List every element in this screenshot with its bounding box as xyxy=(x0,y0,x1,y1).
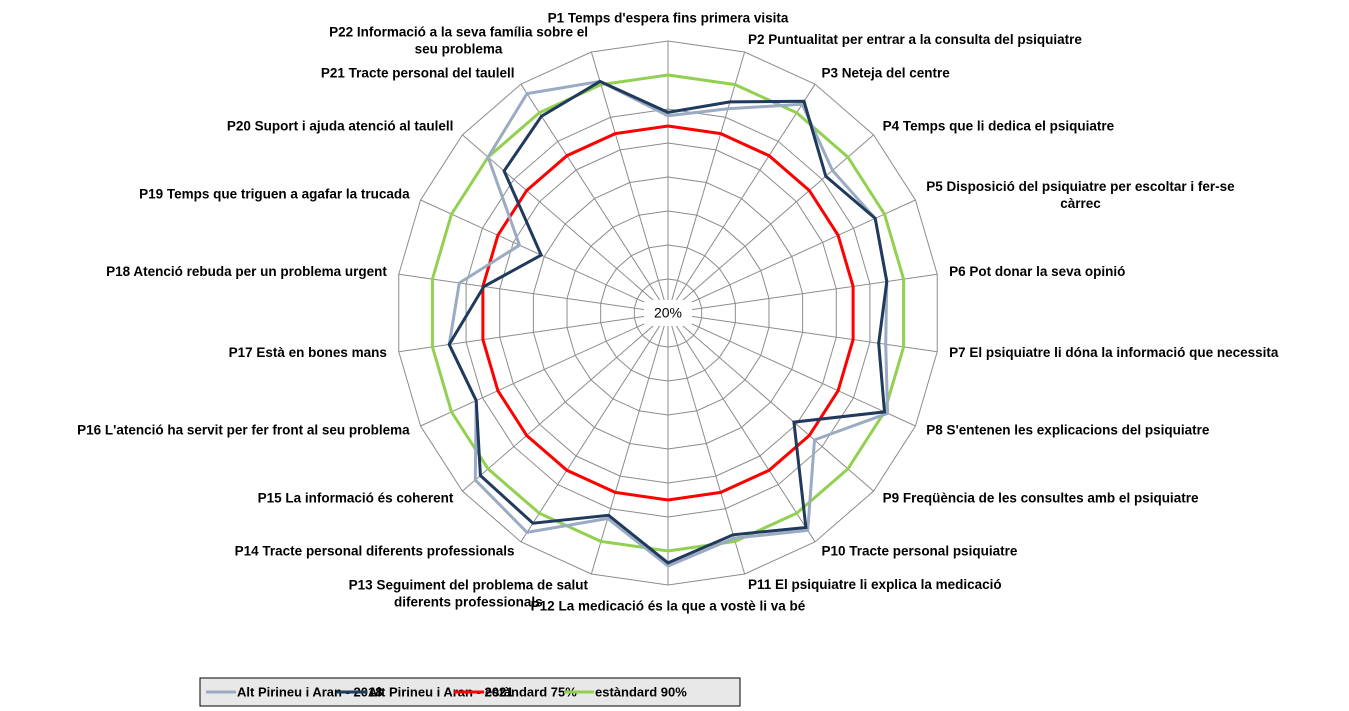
category-label: P1 Temps d'espera fins primera visita xyxy=(548,11,789,26)
category-label: P13 Seguiment del problema de salut difer… xyxy=(349,577,589,609)
category-label: P17 Està en bones mans xyxy=(229,345,387,360)
legend-label: Alt Pirineu i Aran - 2021 xyxy=(368,684,513,699)
category-label: P5 Disposició del psiquiatre per escolta… xyxy=(926,179,1235,211)
series-line xyxy=(447,79,889,565)
category-label: P8 S'entenen les explicacions del psiqui… xyxy=(926,423,1210,438)
tick-label: 20% xyxy=(654,305,682,321)
series-line xyxy=(430,73,906,553)
category-label: P3 Neteja del centre xyxy=(822,66,951,81)
spoke xyxy=(667,83,816,314)
category-label: P14 Tracte personal diferents profession… xyxy=(235,543,515,558)
spoke xyxy=(590,312,669,575)
category-label: P15 La informació és coherent xyxy=(258,491,454,506)
spoke xyxy=(462,312,669,492)
spoke xyxy=(520,83,669,314)
spoke xyxy=(420,312,669,427)
legend-label: estàndard 75% xyxy=(485,684,577,699)
spoke xyxy=(667,312,916,427)
spoke xyxy=(398,312,669,353)
spoke xyxy=(667,312,816,543)
category-label: P7 El psiquiatre li dóna la informació q… xyxy=(949,345,1279,360)
spoke xyxy=(667,312,874,492)
category-label: P2 Puntualitat per entrar a la consulta … xyxy=(748,32,1082,47)
legend-label: estàndard 90% xyxy=(595,684,687,699)
spoke xyxy=(398,273,669,314)
spoke xyxy=(667,312,938,353)
category-label: P18 Atenció rebuda per un problema urgen… xyxy=(106,264,387,279)
spoke xyxy=(667,51,746,314)
spoke xyxy=(520,312,669,543)
spoke xyxy=(590,51,669,314)
category-label: P19 Temps que triguen a agafar la trucad… xyxy=(139,187,410,202)
spoke xyxy=(667,273,938,314)
category-label: P12 La medicació és la que a vostè li va… xyxy=(531,599,806,614)
tick-label-bg xyxy=(644,300,692,326)
series-line xyxy=(481,124,855,502)
category-label: P11 El psiquiatre li explica la medicaci… xyxy=(748,577,1002,592)
category-label: P4 Temps que li dedica el psiquiatre xyxy=(883,119,1115,134)
spoke xyxy=(462,134,669,314)
series-line xyxy=(447,79,890,568)
category-label: P9 Freqüència de les consultes amb el ps… xyxy=(883,491,1199,506)
legend-label: Alt Pirineu i Aran - 2018 xyxy=(237,684,382,699)
category-label: P6 Pot donar la seva opinió xyxy=(949,264,1125,279)
spoke xyxy=(420,199,669,314)
category-label: P10 Tracte personal psiquiatre xyxy=(822,543,1018,558)
category-label: P16 L'atenció ha servit per fer front al… xyxy=(77,423,410,438)
spoke xyxy=(667,134,874,314)
category-label: P21 Tracte personal del taulell xyxy=(321,66,515,81)
spoke xyxy=(667,312,746,575)
category-label: P22 Informació a la seva família sobre e… xyxy=(329,24,588,56)
category-label: P20 Suport i ajuda atenció al taulell xyxy=(227,119,454,134)
